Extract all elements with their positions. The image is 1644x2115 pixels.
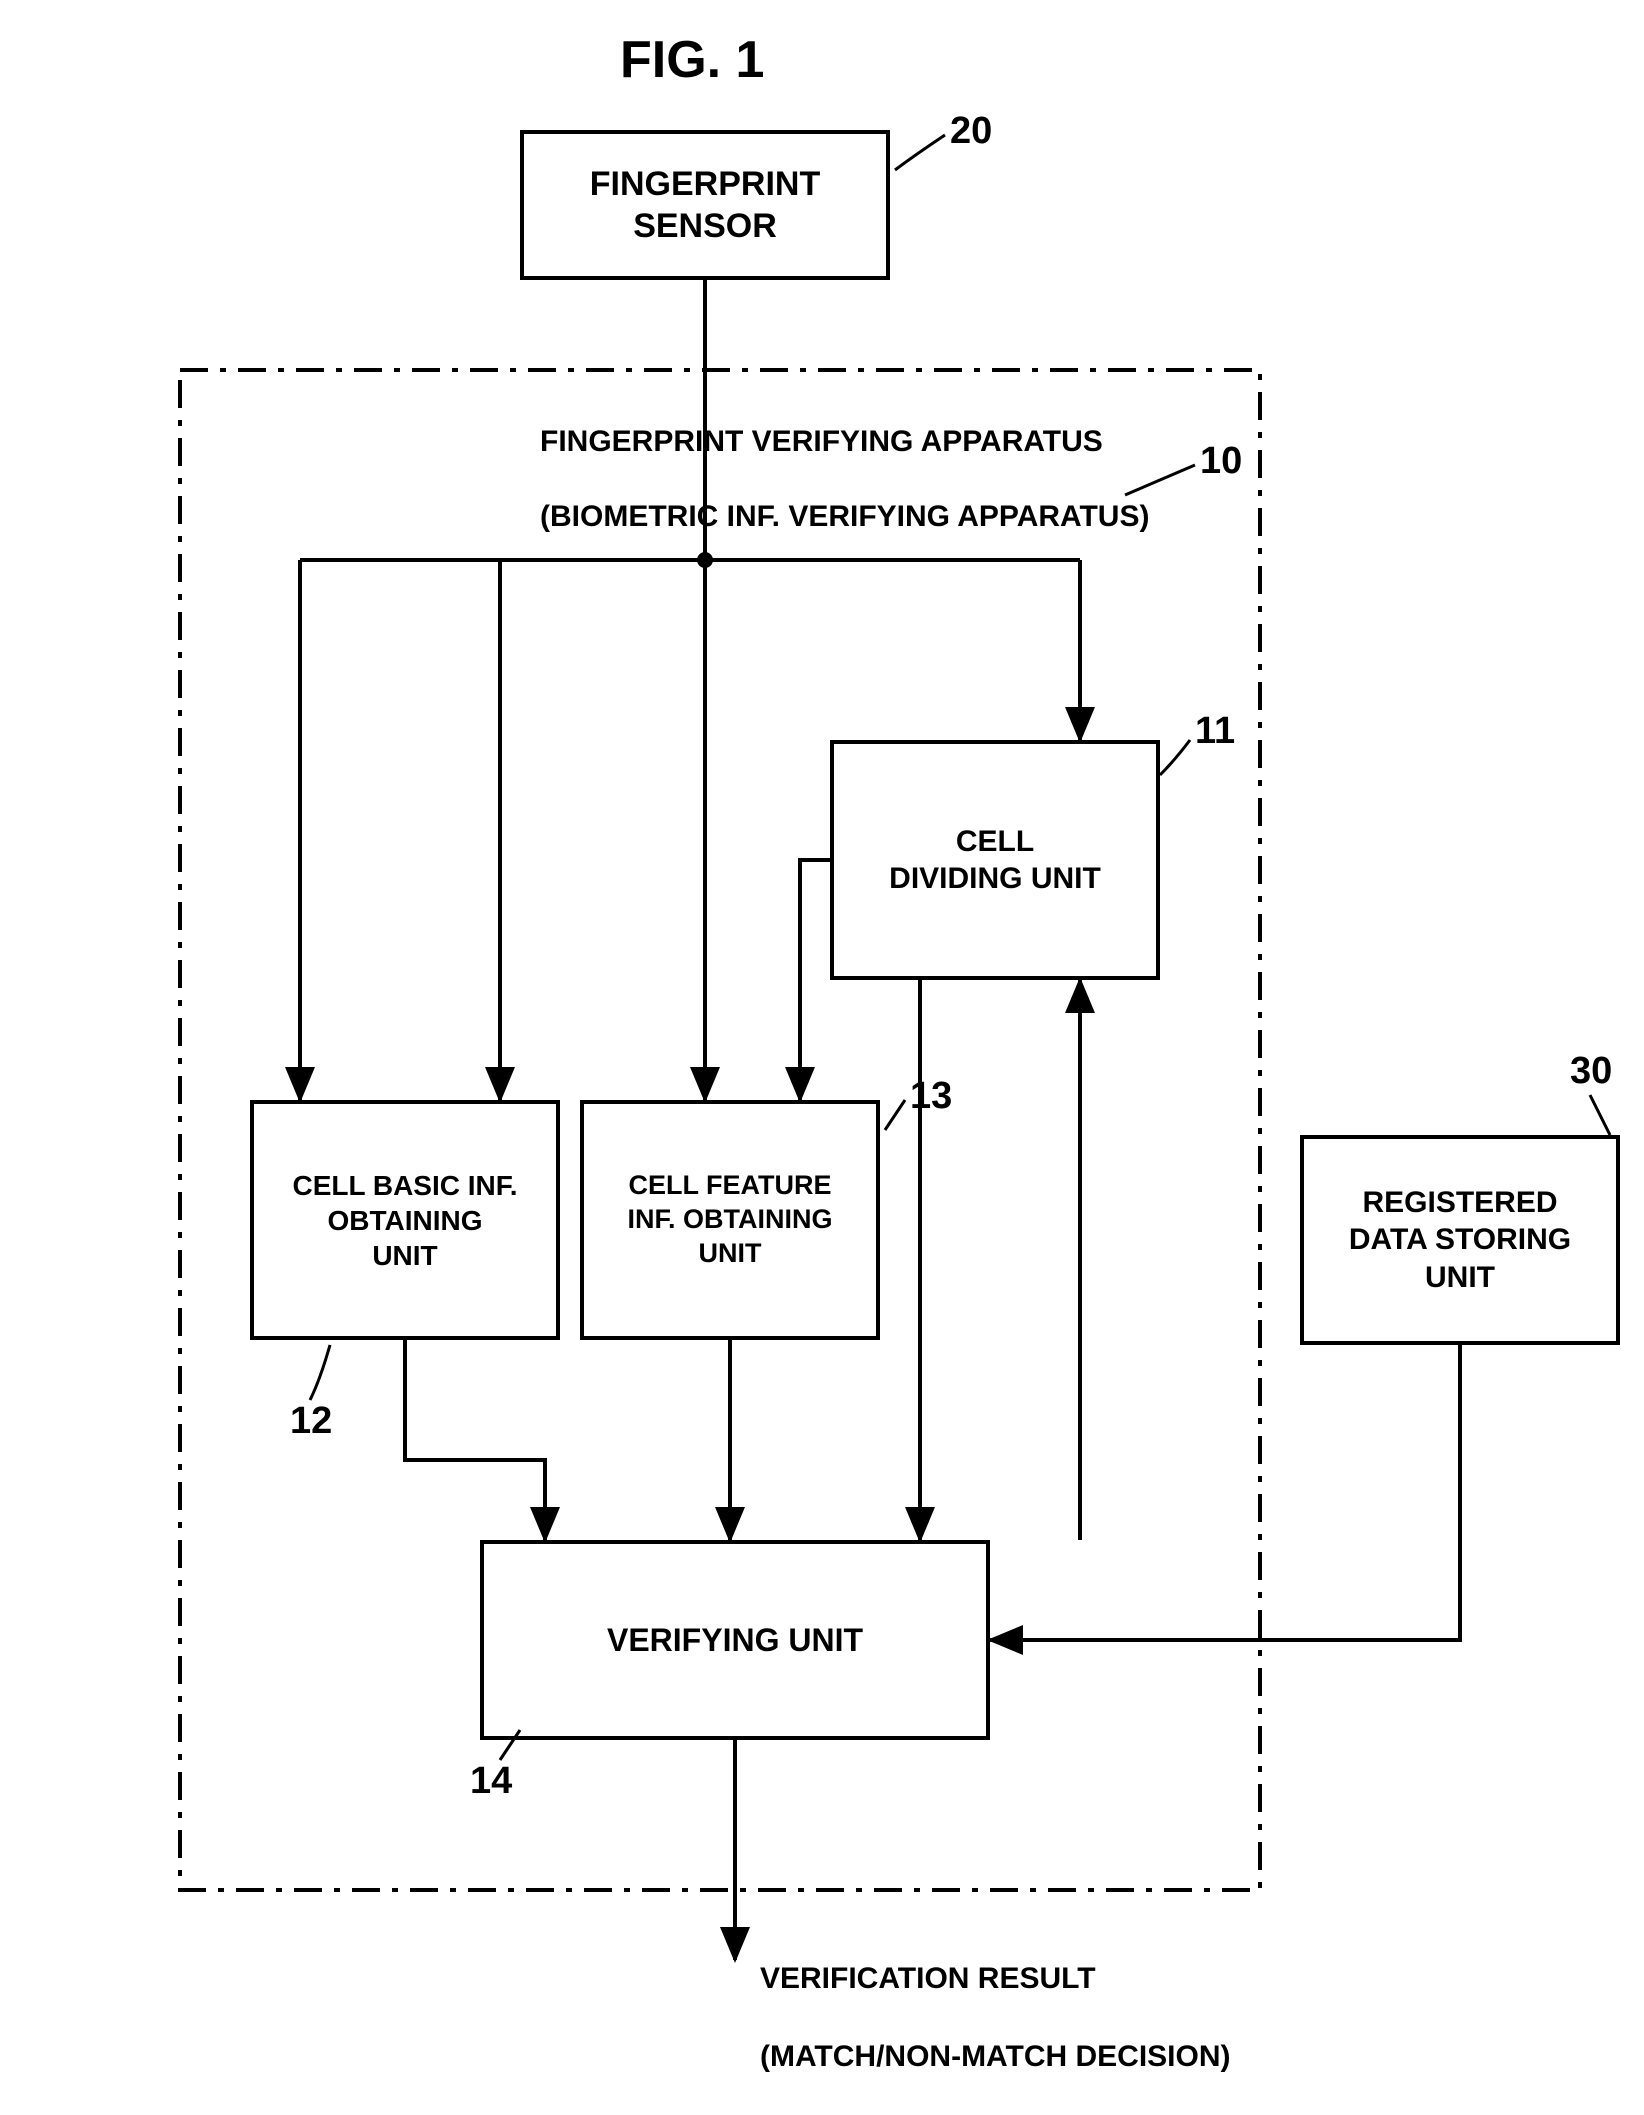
- ref-14: 14: [470, 1760, 512, 1803]
- container-label: FINGERPRINT VERIFYING APPARATUS (BIOMETR…: [540, 385, 1149, 573]
- leader-13: [885, 1100, 905, 1130]
- ref-20: 20: [950, 110, 992, 153]
- ref-10: 10: [1200, 440, 1242, 483]
- output-label: VERIFICATION RESULT (MATCH/NON-MATCH DEC…: [760, 1920, 1231, 2115]
- figure-title: FIG. 1: [620, 30, 764, 90]
- connectors-svg: [0, 0, 1644, 2079]
- container-label-line2: (BIOMETRIC INF. VERIFYING APPARATUS): [540, 498, 1149, 536]
- node-cell-basic: CELL BASIC INF.OBTAININGUNIT: [250, 1100, 560, 1340]
- ref-13: 13: [910, 1075, 952, 1118]
- node-verifying-label: VERIFYING UNIT: [607, 1620, 863, 1660]
- leader-11: [1160, 740, 1190, 775]
- edge-registered-to-verifying: [990, 1345, 1460, 1640]
- node-verifying: VERIFYING UNIT: [480, 1540, 990, 1740]
- output-label-line2: (MATCH/NON-MATCH DECISION): [760, 2037, 1231, 2076]
- leader-12: [310, 1345, 330, 1400]
- node-fingerprint-sensor-label: FINGERPRINTSENSOR: [590, 163, 820, 248]
- node-registered: REGISTEREDDATA STORINGUNIT: [1300, 1135, 1620, 1345]
- diagram-canvas: FIG. 1 FINGERPRINTSENSOR CELLDIVIDING UN…: [0, 0, 1644, 2079]
- node-cell-dividing-label: CELLDIVIDING UNIT: [889, 823, 1101, 898]
- node-fingerprint-sensor: FINGERPRINTSENSOR: [520, 130, 890, 280]
- ref-11: 11: [1195, 710, 1235, 753]
- node-cell-dividing: CELLDIVIDING UNIT: [830, 740, 1160, 980]
- leader-30: [1590, 1095, 1610, 1135]
- edge-celldividing-to-cellfeature: [800, 860, 830, 1100]
- ref-30: 30: [1570, 1050, 1612, 1093]
- container-label-line1: FINGERPRINT VERIFYING APPARATUS: [540, 423, 1149, 461]
- node-cell-feature-label: CELL FEATUREINF. OBTAININGUNIT: [628, 1169, 833, 1270]
- edge-cellbasic-to-verifying: [405, 1340, 545, 1540]
- node-cell-basic-label: CELL BASIC INF.OBTAININGUNIT: [292, 1168, 517, 1273]
- node-cell-feature: CELL FEATUREINF. OBTAININGUNIT: [580, 1100, 880, 1340]
- ref-12: 12: [290, 1400, 332, 1443]
- node-registered-label: REGISTEREDDATA STORINGUNIT: [1349, 1184, 1571, 1297]
- leader-20: [895, 135, 945, 170]
- output-label-line1: VERIFICATION RESULT: [760, 1959, 1231, 1998]
